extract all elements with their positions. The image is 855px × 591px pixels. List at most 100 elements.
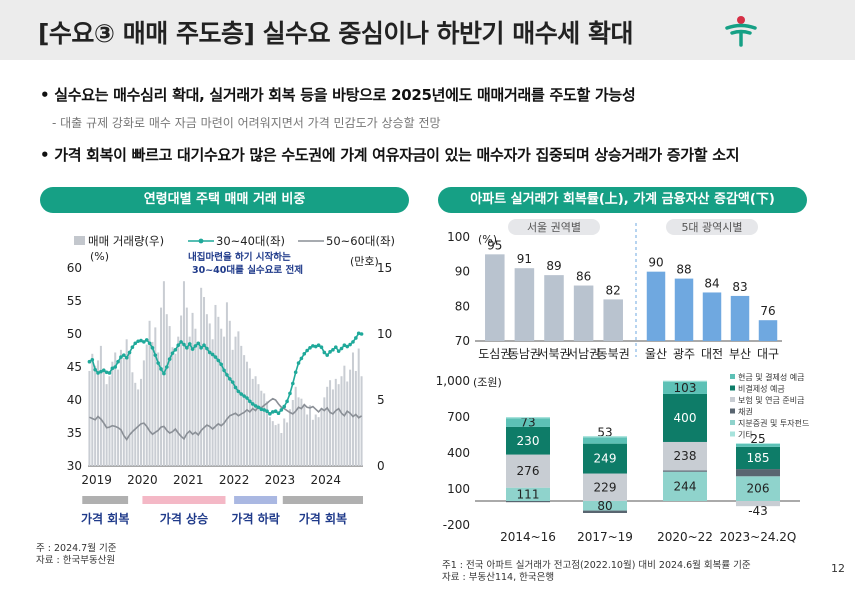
series-3040-point (142, 340, 146, 344)
left-y-tick: 40 (67, 393, 82, 407)
series-3040-point (104, 370, 109, 375)
asset-y-tick: 100 (447, 482, 470, 496)
series-3040-point (185, 346, 189, 350)
series-3040-point (113, 365, 118, 369)
volume-bar (211, 339, 214, 466)
volume-bar (157, 352, 160, 466)
volume-bar (182, 281, 185, 466)
asset-stacked-bars: 111 276 230 73 2014~16 80 229 249 53 2017~19 244 23… (500, 380, 796, 544)
series-3040-point (119, 355, 123, 359)
series-3040-point (225, 373, 229, 377)
series-3040-point (319, 345, 324, 349)
volume-bar (340, 376, 343, 466)
volume-bar (251, 378, 254, 466)
volume-bar (225, 302, 228, 466)
series-3040-point (248, 399, 252, 404)
bullet-1-text: 실수요는 매수심리 확대, 실거래가 회복 등을 바탕으로 2025년에도 매매… (54, 86, 636, 104)
series-3040-point (305, 348, 309, 353)
series-3040-point (93, 367, 97, 372)
phase-label: 가격 상승 (160, 511, 208, 526)
stacked-segment (736, 469, 780, 477)
right-y-tick: 5 (377, 393, 385, 407)
volume-bar (131, 372, 134, 466)
recovery-y-tick: 70 (455, 334, 470, 348)
series-3040-point (316, 343, 321, 348)
recovery-bars: 서울 권역별 95 도심권 91 동남권 89 서북권 86 서남권 82 동북권 5대 광역시별 90… (478, 219, 779, 361)
recovery-value-label: 91 (517, 252, 532, 266)
volume-bar (263, 393, 266, 466)
series-3040-point (216, 358, 221, 363)
volume-bar (119, 349, 122, 466)
volume-bar (283, 418, 286, 466)
volume-bar (277, 423, 280, 466)
volume-bar (231, 349, 234, 466)
series-3040-point (116, 359, 120, 364)
recovery-bar (758, 320, 778, 341)
recovery-value-label: 88 (676, 263, 691, 277)
legend-3040: 30~40대(좌) (216, 234, 285, 248)
volume-bar (354, 370, 357, 466)
legend-label: 기타 (738, 431, 753, 440)
volume-bar (174, 353, 177, 466)
stacked-segment (583, 510, 627, 513)
series-3040-point (187, 342, 192, 346)
bullet-1: • 실수요는 매수심리 확대, 실거래가 회복 등을 바탕으로 2025년에도 … (40, 86, 636, 104)
phase-band (82, 496, 129, 504)
stacked-segment (663, 381, 707, 394)
series-3040-point (150, 346, 155, 350)
series-3040-point (96, 371, 100, 375)
volume-bar (148, 320, 151, 466)
segment-value-label: 276 (517, 464, 540, 478)
volume-bar (360, 376, 363, 466)
series-3040-point (276, 411, 281, 415)
volume-bar (139, 378, 142, 466)
legend-3040-marker (198, 238, 204, 244)
x-tick: 2020 (127, 473, 158, 487)
volume-bar (323, 397, 326, 466)
segment-value-label: 206 (747, 482, 770, 496)
segment-value-label: 238 (674, 449, 697, 463)
legend-swatch (730, 397, 735, 402)
legend-volume: 매매 거래량(우) (88, 234, 164, 248)
series-3040-point (311, 344, 315, 348)
x-tick: 2019 (81, 473, 112, 487)
volume-bar (329, 380, 332, 466)
stacked-segment (663, 470, 707, 472)
group-label: 서울 권역별 (527, 221, 581, 234)
volume-bar (128, 353, 131, 466)
series-3040-point (296, 361, 301, 365)
series-3040-point (130, 345, 135, 349)
series-3040-point (207, 350, 212, 355)
series-3040-point (236, 389, 241, 394)
series-3040-point (342, 343, 347, 348)
volume-bar (317, 417, 320, 466)
series-3040-point (144, 338, 149, 342)
volume-bar (260, 390, 263, 466)
series-3040-point (202, 343, 206, 348)
series-3040-point (322, 350, 327, 355)
volume-bar (237, 331, 240, 466)
asset-y-tick: 1,000 (436, 374, 470, 388)
series-3040-point (127, 350, 132, 355)
segment-value-label: 400 (674, 411, 697, 425)
series-3040-point (227, 377, 232, 381)
stacked-segment (736, 443, 780, 447)
stacked-segment (506, 487, 550, 501)
ratio-lines (87, 331, 364, 442)
segment-value-label: 53 (597, 425, 612, 439)
recovery-category: 울산 (645, 347, 667, 361)
volume-bar (145, 344, 148, 466)
volume-bar (351, 352, 354, 466)
stacked-segment (583, 443, 627, 474)
stacked-segment (583, 436, 627, 438)
series-3040-point (156, 361, 160, 365)
stacked-segment (506, 417, 550, 419)
series-3040-point (222, 368, 226, 373)
x-tick: 2021 (173, 473, 204, 487)
volume-bar (180, 315, 183, 466)
series-3040-point (270, 410, 275, 414)
legend-label: 보험 및 연금 준비금 (738, 395, 805, 405)
series-3040-point (153, 353, 158, 357)
legend-swatch (730, 420, 735, 425)
